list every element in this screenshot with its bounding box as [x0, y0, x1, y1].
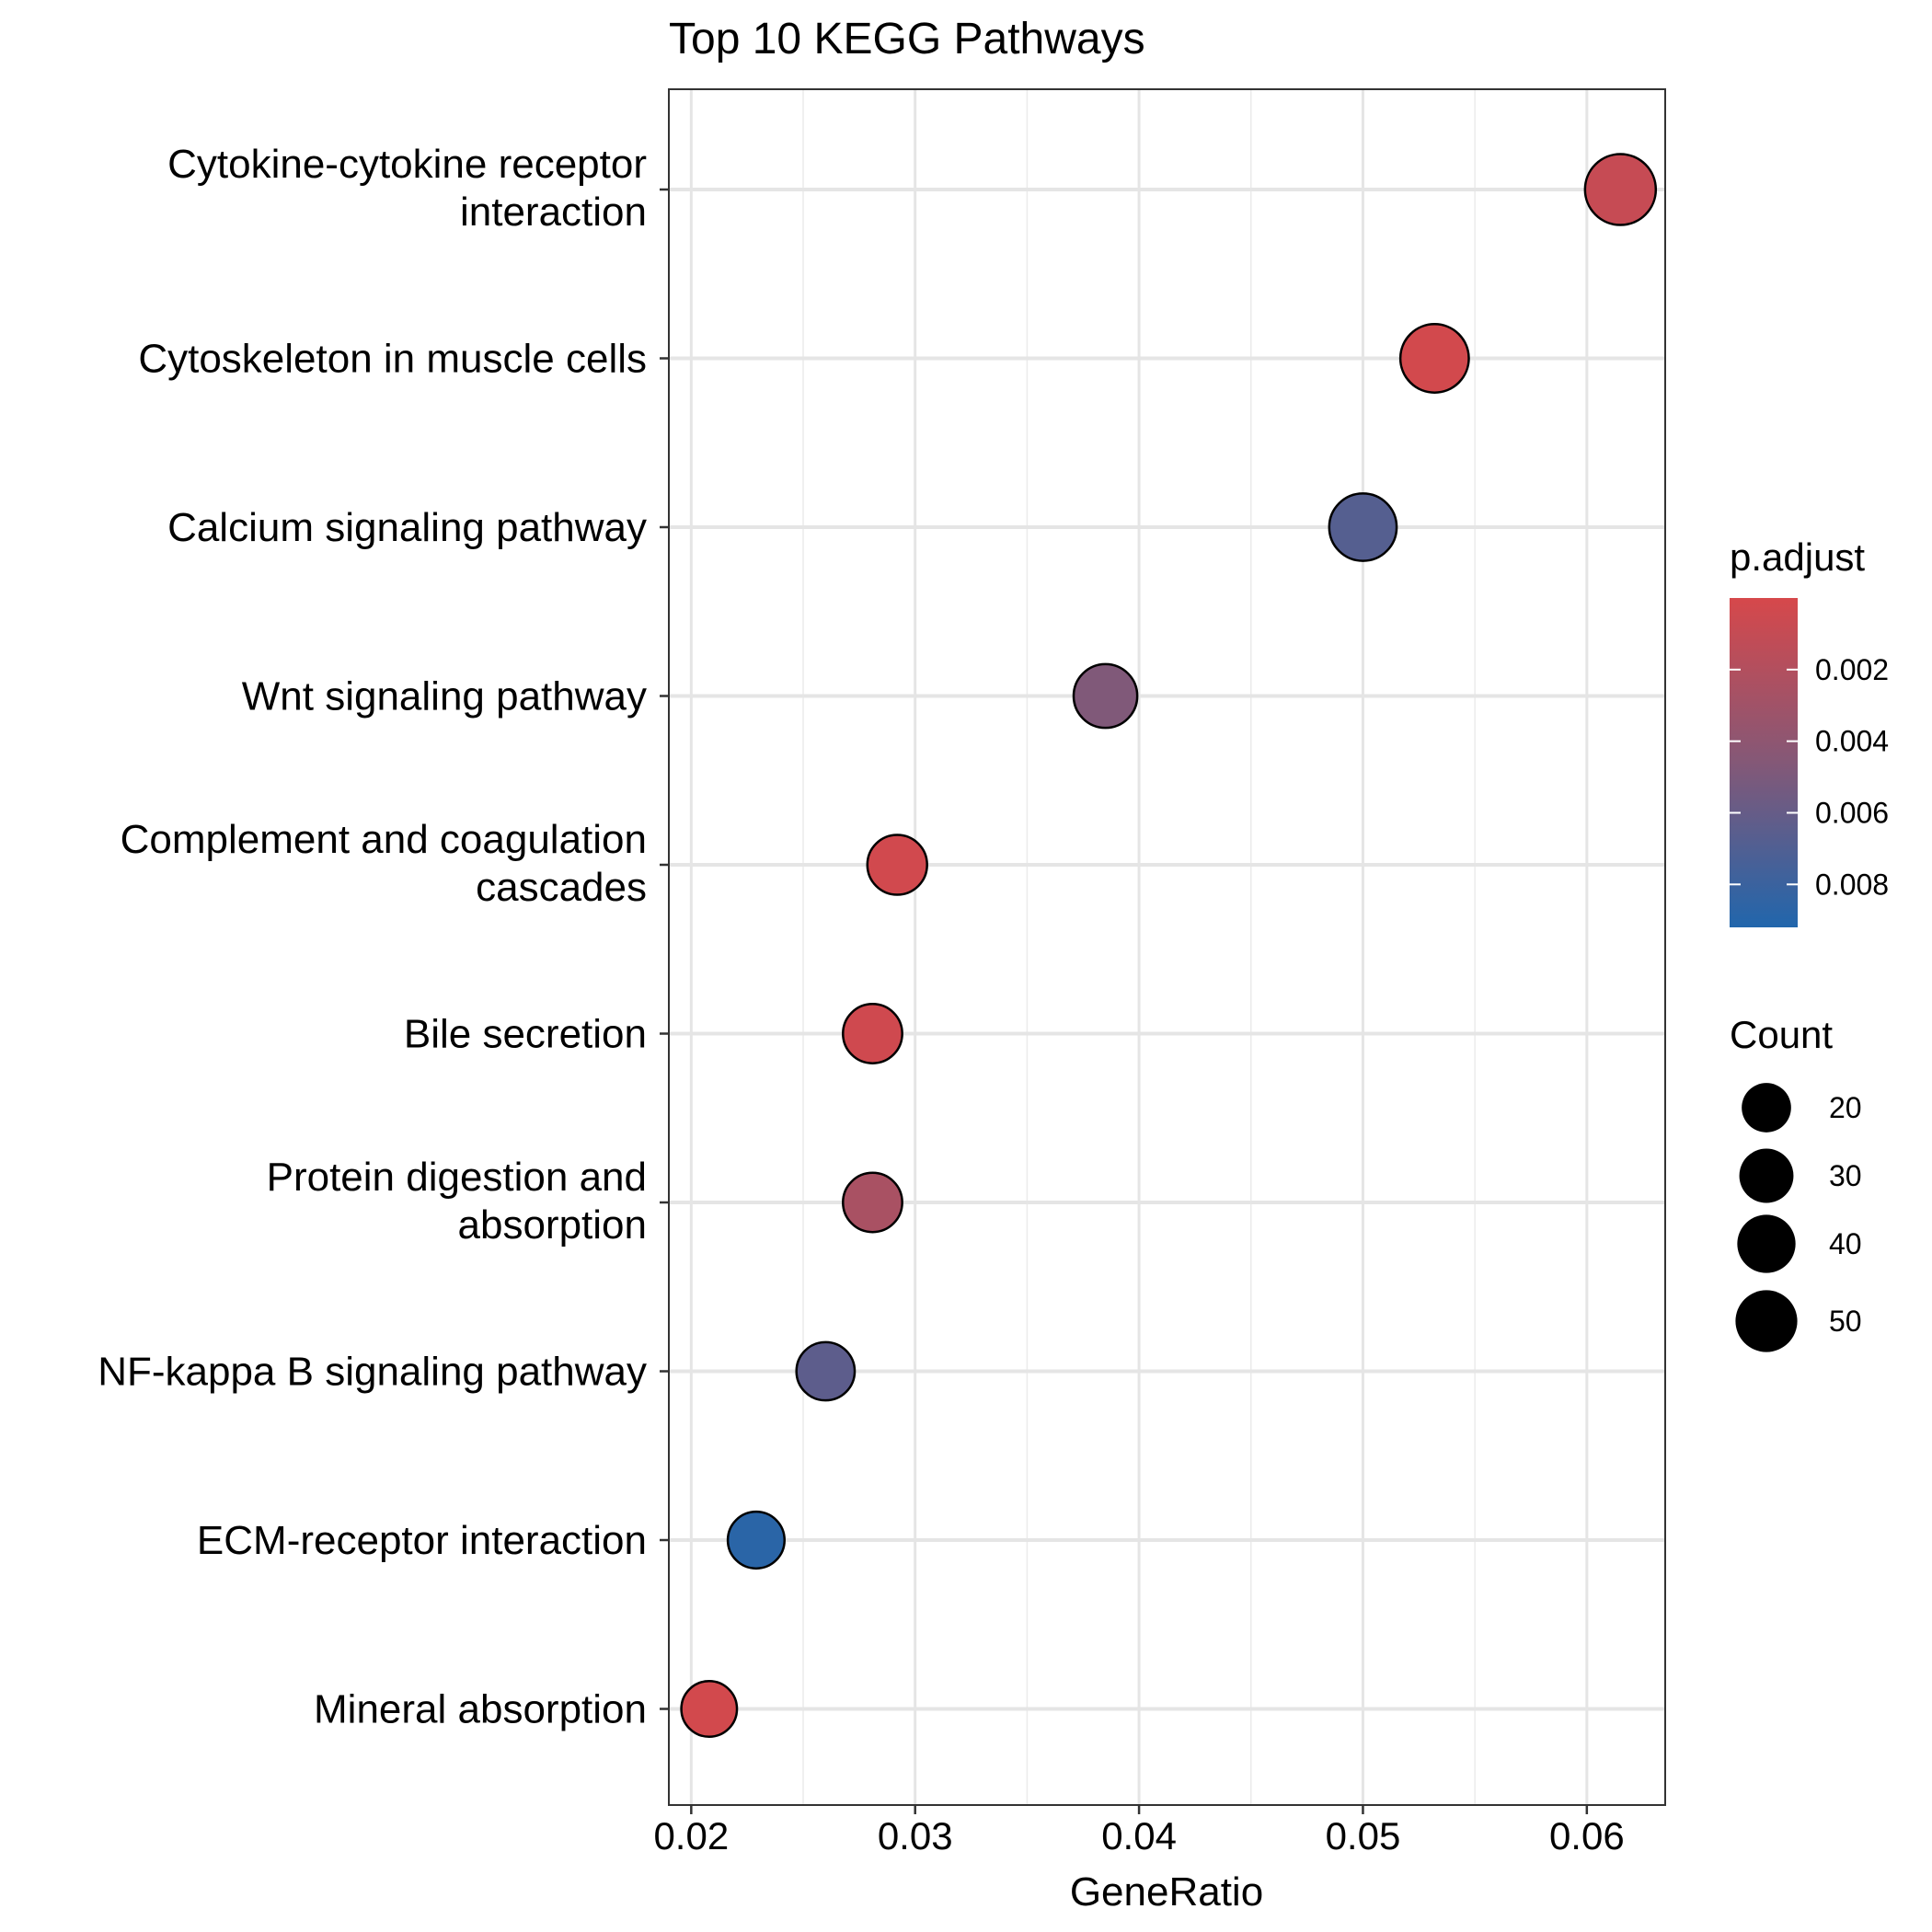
size-legend-title: Count [1730, 1013, 1833, 1056]
x-axis-title: GeneRatio [1070, 1869, 1263, 1915]
data-point [842, 1171, 903, 1234]
size-legend-label: 40 [1829, 1227, 1862, 1260]
color-legend-bar [1730, 598, 1798, 927]
data-point [1328, 492, 1398, 562]
y-tick-label: Calcium signaling pathway [167, 505, 647, 550]
data-point [726, 1510, 786, 1570]
size-legend-label: 30 [1829, 1159, 1862, 1192]
y-tick-label: Cytokine-cytokine receptor [167, 142, 647, 187]
size-legend-key [1737, 1214, 1796, 1273]
color-legend-label: 0.004 [1815, 725, 1889, 758]
color-legend-ticks: 0.002 0.004 0.006 0.008 [1730, 653, 1889, 901]
data-point [1583, 153, 1658, 226]
color-legend: p.adjust 0.002 0.004 0.006 0.008 [1730, 535, 1889, 927]
data-points [680, 153, 1658, 1738]
data-point [1398, 323, 1470, 394]
data-point [842, 1003, 903, 1064]
size-legend-label: 50 [1829, 1305, 1862, 1338]
x-axis: 0.02 0.03 0.04 0.05 0.06 [653, 1805, 1625, 1857]
size-legend-label: 20 [1829, 1091, 1862, 1124]
size-legend-keys: 20 30 40 50 [1735, 1083, 1862, 1352]
plot-panel-border [668, 88, 1666, 1806]
data-point [866, 834, 928, 896]
size-legend: Count 20 30 40 50 [1730, 1013, 1862, 1352]
y-tick-label: Complement and coagulation [121, 817, 647, 862]
y-tick-label: Mineral absorption [314, 1687, 647, 1732]
data-point [1072, 662, 1139, 730]
y-tick-label: ECM-receptor interaction [197, 1518, 647, 1563]
y-tick-label: Bile secretion [404, 1012, 647, 1057]
y-tick-label: Protein digestion and [267, 1155, 647, 1200]
x-tick-label: 0.02 [653, 1814, 729, 1857]
chart-title: Top 10 KEGG Pathways [669, 15, 1145, 63]
size-legend-key [1735, 1290, 1798, 1352]
x-tick-label: 0.06 [1549, 1814, 1625, 1857]
color-legend-label: 0.008 [1815, 868, 1889, 901]
color-legend-label: 0.006 [1815, 796, 1889, 829]
size-legend-key [1742, 1083, 1791, 1133]
x-tick-label: 0.05 [1326, 1814, 1401, 1857]
grid-layer [669, 89, 1665, 1805]
x-tick-label: 0.03 [878, 1814, 953, 1857]
data-point [680, 1680, 739, 1738]
y-tick-label: interaction [460, 190, 647, 235]
data-point [795, 1340, 857, 1402]
y-tick-label: absorption [458, 1202, 647, 1248]
color-legend-label: 0.002 [1815, 653, 1889, 686]
color-legend-title: p.adjust [1730, 535, 1865, 579]
y-tick-label: cascades [476, 865, 647, 910]
x-tick-label: 0.04 [1101, 1814, 1177, 1857]
y-tick-label: Cytoskeleton in muscle cells [138, 337, 647, 382]
y-tick-label: NF-kappa B signaling pathway [98, 1350, 647, 1395]
size-legend-key [1739, 1148, 1794, 1203]
y-tick-label: Wnt signaling pathway [242, 674, 647, 719]
